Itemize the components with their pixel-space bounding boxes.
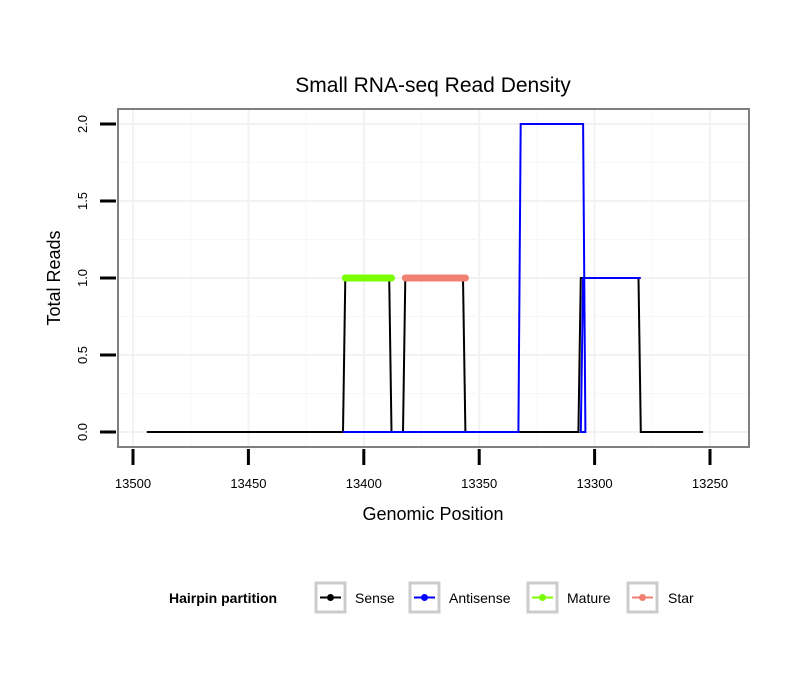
x-tick-label: 13250: [692, 476, 728, 491]
legend: Hairpin partition Sense Antisense Mature St…: [169, 581, 694, 614]
legend-key-point: [421, 594, 428, 601]
y-tick-label: 0.0: [75, 423, 90, 441]
legend-label: Star: [668, 590, 694, 606]
y-axis: 0.0 0.5 1.0 1.5 2.0: [75, 115, 116, 441]
x-axis: 13500 13450 13400 13350 13300 13250: [115, 449, 728, 491]
legend-items: Sense Antisense Mature Star: [314, 581, 694, 614]
series-antisense-line: [343, 123, 641, 433]
legend-item-mature: Mature: [526, 581, 611, 614]
y-tick-label: 1.0: [75, 269, 90, 287]
y-axis-title: Total Reads: [44, 230, 64, 325]
y-tick-label: 1.5: [75, 192, 90, 210]
x-tick-label: 13400: [346, 476, 382, 491]
series-layer: [146, 123, 704, 433]
plot-border: [117, 108, 750, 448]
x-axis-title: Genomic Position: [362, 504, 503, 524]
legend-label: Antisense: [449, 590, 511, 606]
legend-item-sense: Sense: [314, 581, 395, 614]
legend-item-antisense: Antisense: [408, 581, 511, 614]
x-tick-label: 13500: [115, 476, 151, 491]
legend-title: Hairpin partition: [169, 590, 277, 606]
legend-label: Mature: [567, 590, 611, 606]
legend-key-point: [327, 594, 334, 601]
grid-lines: [118, 109, 749, 447]
x-tick-label: 13450: [230, 476, 266, 491]
legend-key-point: [639, 594, 646, 601]
y-tick-label: 0.5: [75, 346, 90, 364]
legend-label: Sense: [355, 590, 395, 606]
chart-title: Small RNA-seq Read Density: [295, 74, 571, 97]
x-tick-label: 13350: [461, 476, 497, 491]
x-tick-label: 13300: [577, 476, 613, 491]
legend-key-point: [539, 594, 546, 601]
y-tick-label: 2.0: [75, 115, 90, 133]
legend-item-star: Star: [626, 581, 694, 614]
